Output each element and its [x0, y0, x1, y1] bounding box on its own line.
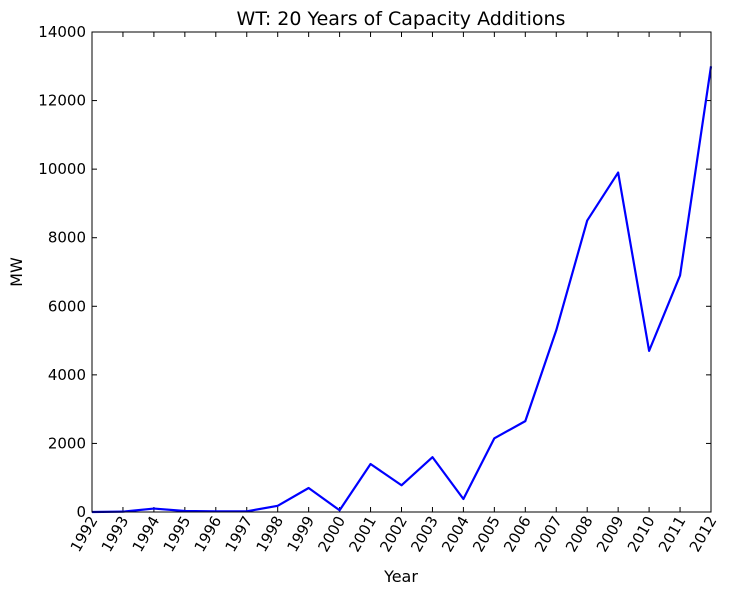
- chart-title: WT: 20 Years of Capacity Additions: [237, 8, 566, 30]
- series-layer: [91, 66, 713, 514]
- y-tick-label: 10000: [38, 160, 86, 178]
- y-tick-label: 2000: [48, 434, 86, 452]
- y-tick-label: 4000: [48, 366, 86, 384]
- y-axis-ticks: 0 2000 4000 6000 8000 10000 12000 14000: [38, 23, 711, 521]
- series-line-0: [91, 66, 713, 514]
- y-tick-label: 8000: [48, 229, 86, 247]
- y-tick-label: 0: [76, 503, 86, 521]
- y-tick-label: 14000: [38, 23, 86, 41]
- y-tick-label: 6000: [48, 297, 86, 315]
- plot-frame: [91, 31, 712, 513]
- y-tick-label: 12000: [38, 92, 86, 110]
- y-axis-label: MW: [7, 257, 26, 287]
- x-axis-label: Year: [383, 567, 418, 586]
